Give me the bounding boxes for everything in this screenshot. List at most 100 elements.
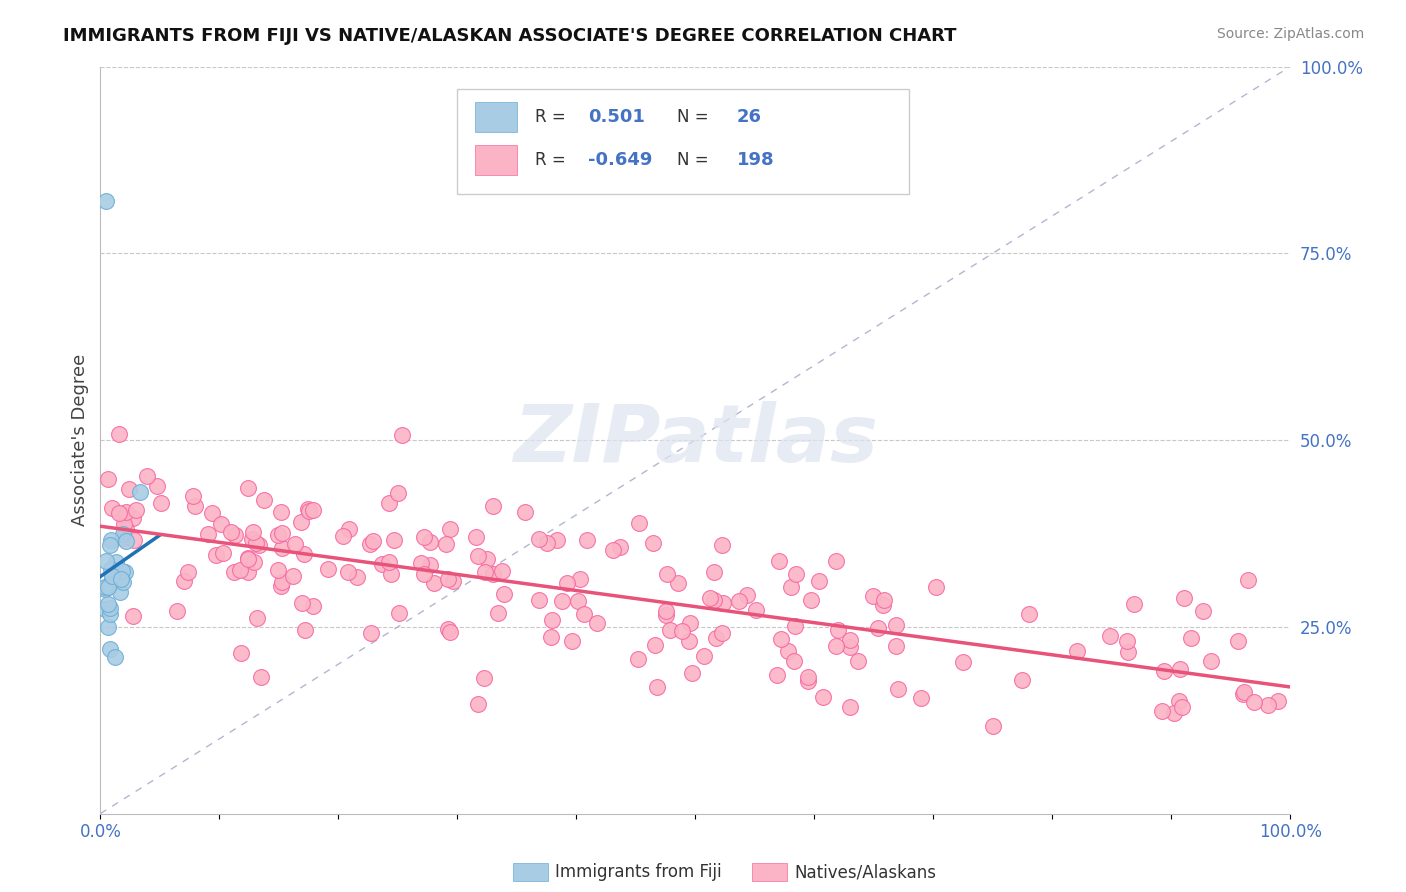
Point <box>297 502 319 516</box>
Point <box>173 574 195 589</box>
Point <box>779 581 801 595</box>
Text: N =: N = <box>678 151 714 169</box>
Point <box>104 555 127 569</box>
Point <box>107 506 129 520</box>
Point <box>270 575 292 590</box>
Point <box>671 624 693 638</box>
Point <box>100 533 122 547</box>
Point <box>711 596 734 610</box>
Point <box>243 555 266 569</box>
Point <box>866 621 889 635</box>
Point <box>952 656 974 670</box>
Point <box>825 639 848 653</box>
Point <box>1123 598 1146 612</box>
Point <box>1171 700 1194 714</box>
Point <box>112 517 135 532</box>
Point <box>346 570 368 584</box>
Point <box>108 585 131 599</box>
Point <box>177 565 200 579</box>
Point <box>1232 687 1254 701</box>
Point <box>678 633 700 648</box>
Point <box>245 536 267 550</box>
Point <box>114 522 136 536</box>
Point <box>569 572 592 586</box>
Point <box>222 565 245 579</box>
Point <box>785 566 807 581</box>
Point <box>551 593 574 607</box>
Point <box>655 604 678 618</box>
Point <box>482 499 505 513</box>
Point <box>657 566 679 581</box>
Point <box>270 579 292 593</box>
Point <box>125 503 148 517</box>
Point <box>117 483 139 497</box>
Point <box>101 571 124 585</box>
Point <box>209 516 232 531</box>
Point <box>238 565 260 579</box>
Point <box>1243 695 1265 709</box>
Point <box>136 469 159 483</box>
Point <box>197 527 219 541</box>
Point <box>706 632 728 646</box>
Point <box>575 533 598 547</box>
Point <box>464 530 486 544</box>
Point <box>925 580 948 594</box>
Point <box>540 630 562 644</box>
Point <box>97 581 120 595</box>
Point <box>1066 644 1088 658</box>
Point <box>122 511 145 525</box>
Point <box>797 674 820 689</box>
Point <box>267 528 290 542</box>
Point <box>699 591 721 605</box>
Point <box>96 194 118 208</box>
Point <box>337 566 360 580</box>
Point <box>253 492 276 507</box>
Point <box>645 680 668 694</box>
Point <box>360 625 382 640</box>
Point <box>681 666 703 681</box>
Point <box>97 620 120 634</box>
Point <box>711 538 734 552</box>
Point <box>110 572 132 586</box>
Point <box>98 642 121 657</box>
Point <box>112 575 135 590</box>
Point <box>1267 693 1289 707</box>
Text: IMMIGRANTS FROM FIJI VS NATIVE/ALASKAN ASSOCIATE'S DEGREE CORRELATION CHART: IMMIGRANTS FROM FIJI VS NATIVE/ALASKAN A… <box>63 27 956 45</box>
Text: 26: 26 <box>737 109 762 127</box>
Point <box>693 648 716 663</box>
Text: R =: R = <box>534 151 571 169</box>
Point <box>422 575 444 590</box>
Text: 0.501: 0.501 <box>588 109 645 127</box>
Point <box>586 615 609 630</box>
Point <box>359 537 381 551</box>
Point <box>316 562 339 576</box>
Point <box>240 532 263 546</box>
Point <box>609 540 631 554</box>
Point <box>250 670 273 684</box>
Point <box>1173 591 1195 606</box>
Point <box>231 646 253 660</box>
Text: -0.649: -0.649 <box>588 151 652 169</box>
Point <box>98 600 121 615</box>
Point <box>284 537 307 551</box>
Point <box>467 549 489 563</box>
Point <box>827 623 849 637</box>
Point <box>391 428 413 442</box>
Point <box>270 505 292 519</box>
Point <box>201 506 224 520</box>
Point <box>267 563 290 577</box>
Point <box>643 536 665 550</box>
Point <box>219 524 242 539</box>
Point <box>94 582 117 596</box>
Point <box>1153 664 1175 678</box>
Point <box>105 566 128 580</box>
Point <box>228 563 250 577</box>
Point <box>97 472 120 486</box>
Point <box>811 690 834 704</box>
Point <box>149 496 172 510</box>
Point <box>101 500 124 515</box>
Point <box>486 606 509 620</box>
Point <box>527 592 550 607</box>
Point <box>769 632 792 647</box>
Point <box>745 602 768 616</box>
